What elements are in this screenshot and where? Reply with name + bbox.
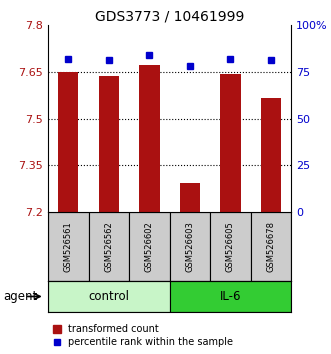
Bar [210,212,251,281]
Bar [261,98,281,212]
Bar [169,281,291,312]
Text: control: control [88,290,129,303]
Bar [88,212,129,281]
Text: agent: agent [3,290,37,303]
Bar [139,65,160,212]
Bar [129,212,169,281]
Bar [48,212,88,281]
Legend: transformed count, percentile rank within the sample: transformed count, percentile rank withi… [53,325,233,347]
Bar [180,183,200,212]
Title: GDS3773 / 10461999: GDS3773 / 10461999 [95,10,244,24]
Text: IL-6: IL-6 [220,290,241,303]
Bar [251,212,291,281]
Text: GSM526561: GSM526561 [64,222,73,272]
Bar [48,281,169,312]
Text: GSM526678: GSM526678 [266,221,275,273]
Bar [220,74,241,212]
Text: GSM526603: GSM526603 [185,222,194,272]
Text: GSM526602: GSM526602 [145,222,154,272]
Bar [99,76,119,212]
Text: GSM526562: GSM526562 [104,222,113,272]
Text: GSM526605: GSM526605 [226,222,235,272]
Bar [169,212,210,281]
Bar [58,72,78,212]
